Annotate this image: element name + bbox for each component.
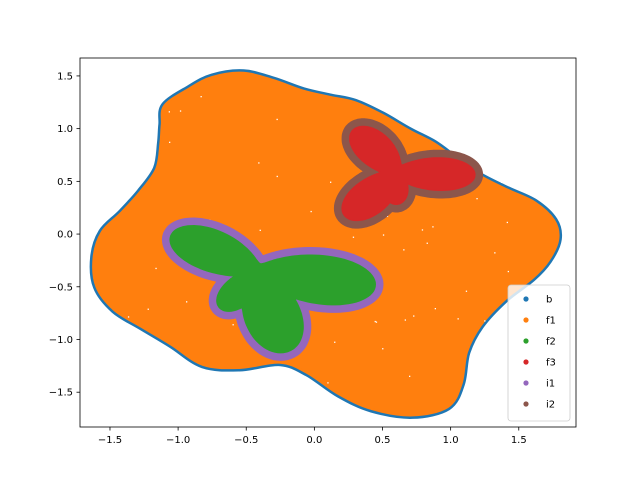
f1-gap-point — [384, 110, 386, 112]
legend-marker-i1 — [523, 380, 529, 386]
f1-gap-point — [465, 290, 468, 292]
f1-gap-point — [496, 114, 498, 116]
legend-marker-f1 — [523, 317, 529, 323]
y-tick-label: −1.5 — [49, 388, 73, 399]
f1-gap-point — [123, 110, 125, 112]
legend-label-i2: i2 — [546, 400, 555, 411]
f1-gap-point — [330, 181, 332, 183]
legend-marker-i2 — [523, 401, 529, 407]
f1-gap-point — [259, 229, 261, 231]
f1-gap-point — [168, 111, 170, 113]
f1-gap-point — [500, 145, 502, 147]
y-tick-label: 0.0 — [57, 230, 73, 241]
f1-gap-point — [506, 221, 508, 224]
y-tick-label: −1.0 — [49, 335, 73, 346]
f1-gap-point — [421, 229, 424, 231]
legend-marker-f3 — [523, 359, 529, 365]
f1-gap-point — [507, 270, 509, 273]
f1-gap-point — [494, 252, 496, 254]
f1-gap-point — [501, 181, 503, 183]
legend-label-i1: i1 — [546, 379, 555, 390]
f1-gap-point — [186, 301, 188, 303]
x-axis: −1.5 −1.0 −0.5 0.0 0.5 1.0 1.5 — [98, 427, 527, 446]
f1-gap-point — [327, 382, 329, 384]
f1-gap-point — [434, 308, 436, 310]
f1-gap-point — [448, 123, 450, 126]
f1-gap-point — [124, 113, 127, 115]
f1-gap-point — [276, 118, 278, 121]
f1-gap-point — [374, 320, 376, 323]
f1-gap-point — [485, 114, 487, 116]
f1-gap-point — [147, 308, 149, 310]
y-tick-label: 1.0 — [57, 124, 73, 135]
f1-gap-point — [179, 110, 182, 112]
series-layer — [89, 69, 563, 419]
series-f3-interior — [341, 125, 476, 222]
series-f2-interior — [169, 225, 376, 354]
f1-gap-point — [169, 141, 171, 143]
f1-gap-point — [258, 162, 260, 164]
f1-gap-point — [154, 391, 156, 393]
legend-label-f1: f1 — [546, 316, 556, 327]
f1-gap-point — [413, 315, 415, 317]
x-tick-label: −1.0 — [166, 435, 190, 446]
f1-gap-point — [409, 375, 411, 377]
f1-gap-point — [232, 324, 234, 326]
f1-gap-point — [375, 321, 378, 323]
legend-label-f2: f2 — [546, 337, 556, 348]
plot-area — [89, 69, 563, 419]
f1-gap-point — [404, 319, 406, 321]
x-tick-label: −1.5 — [98, 435, 122, 446]
axes-frame — [79, 57, 577, 428]
f1-gap-point — [382, 234, 385, 236]
f1-gap-point — [155, 267, 157, 270]
f1-gap-point — [457, 318, 459, 320]
y-axis: −1.5 −1.0 −0.5 0.0 0.5 1.0 1.5 — [49, 71, 80, 399]
f1-gap-point — [145, 157, 147, 159]
f1-gap-point — [476, 198, 478, 200]
legend: b f1 f2 f3 i1 i2 — [507, 284, 571, 422]
legend-label-b: b — [546, 295, 552, 306]
x-tick-label: 0.0 — [306, 435, 322, 446]
f1-gap-point — [495, 375, 497, 377]
y-tick-label: −0.5 — [49, 282, 73, 293]
y-tick-label: 0.5 — [57, 177, 73, 188]
f1-gap-point — [186, 368, 188, 370]
f1-gap-point — [132, 117, 134, 119]
y-tick-label: 1.5 — [57, 71, 73, 82]
x-tick-label: −0.5 — [234, 435, 258, 446]
x-tick-label: 1.0 — [443, 435, 459, 446]
f1-gap-point — [334, 341, 336, 343]
f1-gap-point — [395, 109, 397, 111]
f1-gap-point — [421, 123, 423, 126]
x-tick-label: 1.5 — [511, 435, 527, 446]
f1-gap-point — [485, 119, 487, 122]
f1-gap-point — [310, 210, 312, 213]
f1-gap-point — [403, 249, 405, 251]
legend-marker-b — [523, 296, 529, 302]
f1-gap-point — [127, 316, 130, 318]
legend-marker-f2 — [523, 338, 529, 344]
f1-gap-point — [276, 175, 278, 178]
x-tick-label: 0.5 — [375, 435, 391, 446]
legend-box — [507, 284, 571, 422]
legend-label-f3: f3 — [546, 358, 556, 369]
f1-gap-point — [426, 242, 428, 244]
f1-gap-point — [382, 348, 384, 350]
f1-gap-point — [352, 236, 355, 238]
f1-gap-point — [432, 226, 434, 228]
f1-gap-point — [484, 320, 486, 322]
f1-gap-point — [200, 96, 202, 98]
